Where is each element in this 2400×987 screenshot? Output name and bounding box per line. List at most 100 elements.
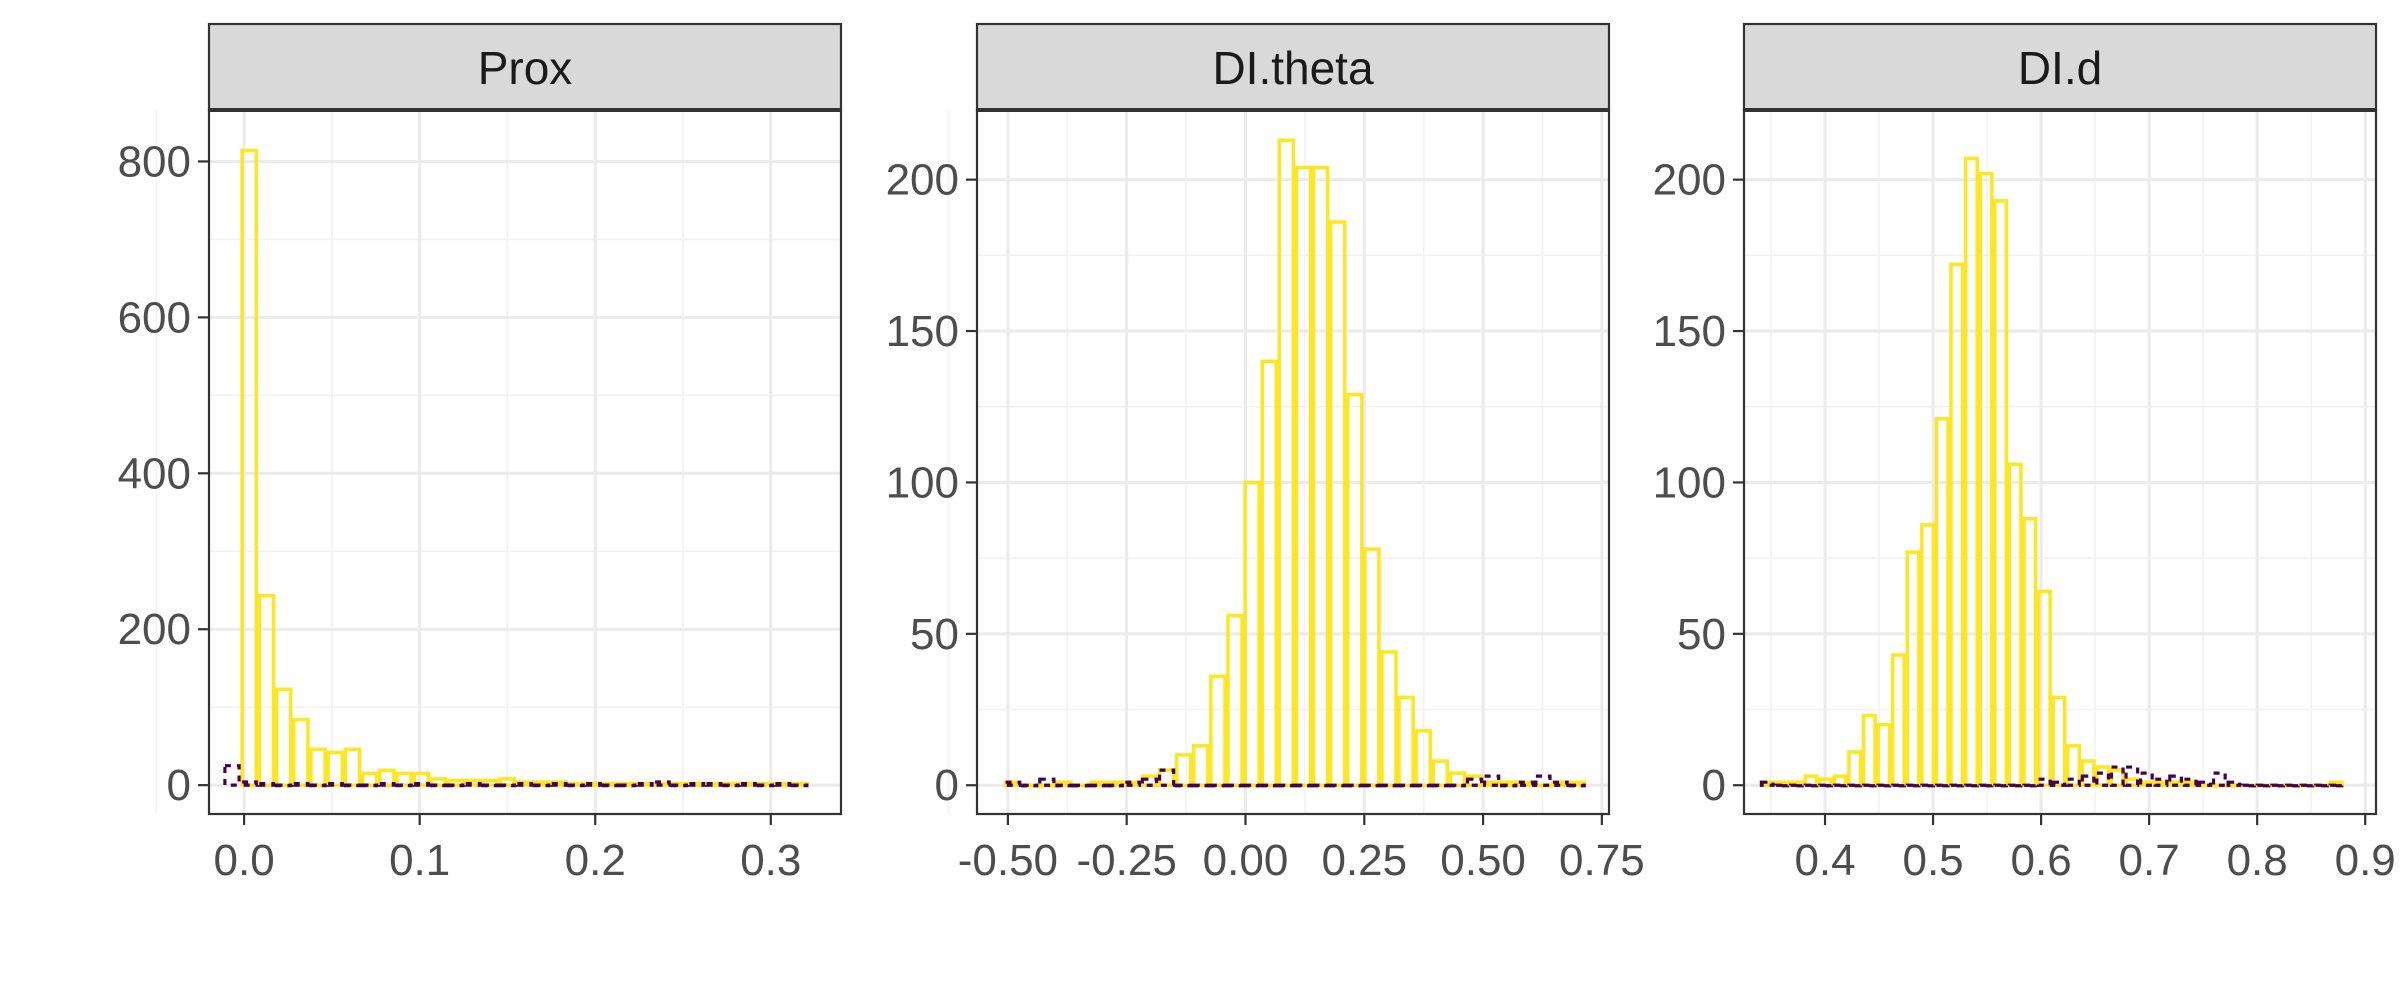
bars-layer: [1759, 156, 2344, 788]
bar-group-a: [360, 771, 379, 787]
panel-prox: Prox 0 200 400 600 800 0.0 0.1 0.2 0.3: [118, 22, 843, 885]
bar-group-b: [2197, 780, 2213, 787]
bar-group-a: [1380, 650, 1398, 788]
bar-group-b: [2226, 780, 2242, 787]
bar-group-a: [2051, 695, 2067, 788]
panel-di-theta: DI.theta 0 50 100 150 200 -0.50 -0.25 0.00 0.25…: [886, 22, 1645, 885]
bars-layer: [1003, 138, 1587, 788]
bar-group-b: [2080, 774, 2096, 787]
y-tick-label: 150: [1653, 307, 1726, 356]
bar-group-b: [1993, 783, 2008, 788]
bar-group-b: [1192, 783, 1210, 788]
bar-group-b: [739, 781, 757, 787]
bar-group-b: [1089, 783, 1107, 788]
bar-group-a: [2036, 589, 2052, 788]
bar-group-a: [291, 717, 310, 787]
bar-group-a: [2065, 744, 2082, 788]
bar-group-b: [532, 783, 551, 788]
bar-group-b: [2284, 783, 2300, 788]
y-tick-label: 0: [1702, 761, 1726, 810]
bar-group-a: [274, 687, 293, 787]
bar-group-a: [1397, 695, 1415, 788]
bar-group-b: [2241, 783, 2256, 788]
y-tick-label: 200: [118, 605, 191, 654]
bar-group-b: [618, 783, 637, 788]
bar-group-a: [1345, 392, 1364, 788]
bar-group-a: [1448, 771, 1467, 788]
bar-group-b: [2036, 777, 2052, 787]
bar-group-b: [1934, 783, 1950, 788]
x-axis: 0.4 0.5 0.6 0.7 0.8 0.9: [1794, 814, 2396, 885]
bar-group-b: [584, 781, 602, 787]
bars-layer: [223, 148, 809, 788]
bar-group-a: [498, 777, 517, 787]
bar-group-b: [343, 783, 362, 788]
panel-strip: [1742, 22, 2378, 112]
panel-strip: [207, 22, 843, 112]
bar-group-b: [791, 783, 809, 788]
bar-group-b: [498, 783, 516, 788]
bar-group-b: [2124, 765, 2140, 787]
y-tick-label: 0: [935, 761, 959, 810]
bar-group-a: [377, 768, 396, 787]
bar-group-b: [1803, 783, 1819, 788]
bar-group-b: [464, 781, 482, 787]
bar-group-b: [2211, 771, 2227, 787]
bar-group-b: [1123, 780, 1142, 787]
bar-group-b: [412, 781, 430, 787]
bar-group-b: [1431, 783, 1449, 788]
bar-group-b: [1949, 783, 1965, 788]
bar-group-b: [1861, 783, 1877, 788]
bar-group-a: [429, 777, 448, 787]
bar-group-b: [1209, 783, 1227, 788]
bar-group-b: [2109, 765, 2125, 787]
bar-group-b: [1106, 783, 1124, 788]
bar-group-b: [1891, 783, 1906, 788]
bar-group-b: [1774, 783, 1790, 788]
x-tick-label: 0.3: [740, 836, 801, 885]
bar-group-a: [1311, 165, 1330, 788]
bar-group-b: [1978, 783, 1994, 788]
bar-group-b: [1465, 777, 1484, 787]
x-tick-label: 0.0: [214, 836, 275, 885]
bar-group-b: [567, 783, 585, 788]
bar-group-b: [1380, 783, 1398, 788]
bar-group-b: [2328, 783, 2344, 788]
y-tick-label: 50: [1677, 610, 1726, 659]
bar-group-b: [1832, 783, 1848, 788]
plot-area: [209, 110, 841, 814]
bar-group-b: [326, 781, 344, 787]
x-tick-label: 0.8: [2227, 836, 2288, 885]
x-tick-label: 0.1: [389, 836, 450, 885]
bar-group-b: [1517, 780, 1535, 787]
bar-group-b: [2139, 771, 2154, 787]
bar-group-b: [1964, 783, 1979, 788]
grid: [155, 110, 841, 814]
bar-group-b: [705, 781, 723, 787]
bar-group-a: [1191, 744, 1210, 788]
bar-group-b: [274, 783, 293, 788]
bar-group-b: [1759, 780, 1775, 787]
bar-group-b: [1311, 783, 1330, 788]
x-tick-label: -0.50: [958, 836, 1058, 885]
bar-group-b: [429, 783, 448, 788]
bar-group-b: [2153, 777, 2169, 787]
x-tick-label: 0.4: [1794, 836, 1855, 885]
x-axis: 0.0 0.1 0.2 0.3: [214, 814, 801, 885]
bar-group-b: [2270, 783, 2286, 788]
x-tick-label: 0.25: [1321, 836, 1407, 885]
bar-group-b: [1175, 783, 1193, 788]
bar-group-b: [1277, 783, 1296, 788]
bar-group-b: [1818, 783, 1833, 788]
bar-group-b: [2022, 783, 2038, 788]
bar-group-b: [722, 783, 740, 788]
bar-group-b: [309, 783, 327, 788]
bar-group-a: [1277, 138, 1296, 788]
y-tick-label: 0: [167, 761, 191, 810]
bar-group-b: [1329, 783, 1347, 788]
bar-group-b: [481, 783, 499, 788]
bar-group-a: [1243, 480, 1261, 788]
bar-group-b: [378, 781, 396, 787]
y-tick-label: 50: [910, 610, 959, 659]
bar-group-b: [2066, 777, 2081, 787]
